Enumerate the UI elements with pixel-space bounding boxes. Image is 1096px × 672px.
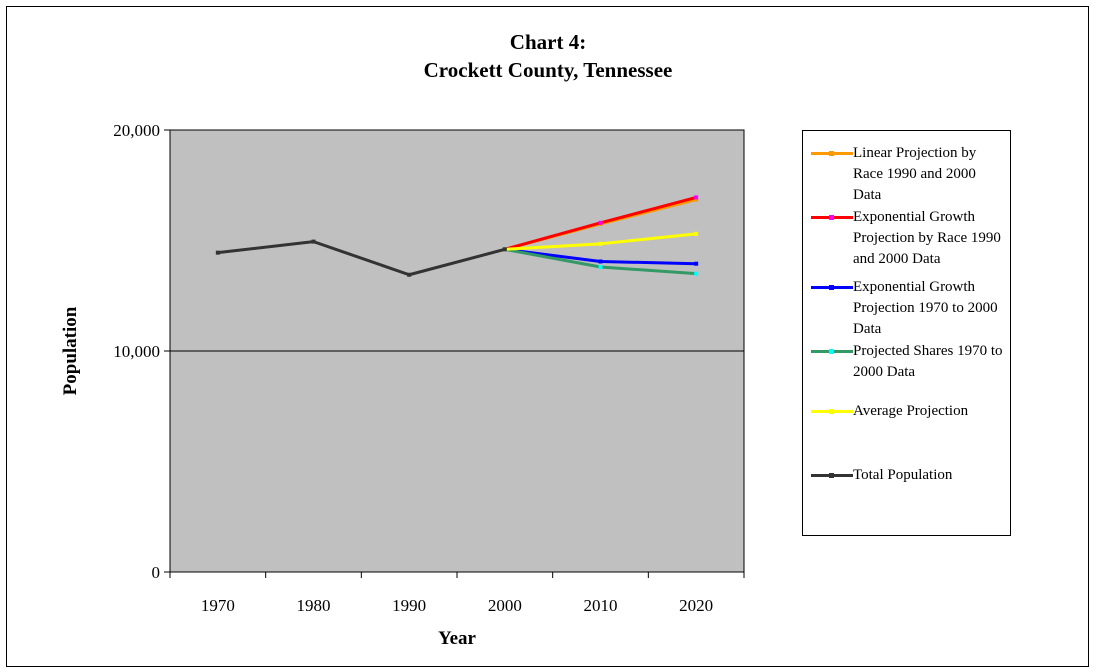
- legend-marker: [829, 151, 834, 156]
- legend-marker: [829, 349, 834, 354]
- y-tick-label: 10,000: [113, 342, 160, 361]
- data-point: [694, 271, 699, 276]
- legend-marker: [829, 473, 834, 478]
- x-tick-label: 1990: [392, 596, 426, 615]
- data-point: [694, 195, 699, 200]
- y-axis-title: Population: [60, 306, 81, 395]
- legend-label: Exponential Growth Projection 1970 to 20…: [853, 279, 998, 337]
- data-point: [502, 247, 507, 252]
- x-tick-label: 1970: [201, 596, 235, 615]
- legend-marker: [829, 285, 834, 290]
- x-tick-label: 2020: [679, 596, 713, 615]
- x-axis-title: Year: [438, 628, 477, 649]
- data-point: [694, 261, 699, 266]
- legend-label: Total Population: [853, 467, 953, 483]
- data-point: [598, 220, 603, 225]
- series-line: [217, 240, 506, 277]
- legend-label: Linear Projection by Race 1990 and 2000 …: [853, 145, 977, 203]
- data-point: [598, 259, 603, 264]
- legend-marker: [829, 409, 834, 414]
- data-point: [598, 241, 603, 246]
- legend-label: Projected Shares 1970 to 2000 Data: [853, 343, 1003, 380]
- series-5: [215, 239, 507, 277]
- data-point: [694, 197, 699, 202]
- legend-swatch: [811, 473, 853, 478]
- legend-swatch: [811, 349, 853, 354]
- chart-title: Chart 4:: [509, 30, 587, 54]
- data-point: [311, 239, 316, 244]
- data-point: [215, 250, 220, 255]
- chart-subtitle: Crockett County, Tennessee: [423, 58, 673, 82]
- data-point: [407, 272, 412, 277]
- y-tick-label: 0: [152, 563, 161, 582]
- x-tick-label: 2010: [584, 596, 618, 615]
- legend-label: Exponential Growth Projection by Race 19…: [853, 209, 1001, 267]
- legend-swatch: [811, 151, 853, 156]
- legend-swatch: [811, 409, 853, 414]
- legend-marker: [829, 215, 834, 220]
- legend-swatch: [811, 215, 853, 220]
- legend-label: Average Projection: [853, 403, 969, 419]
- data-point: [598, 265, 603, 270]
- legend-swatch: [811, 285, 853, 290]
- legend: Linear Projection by Race 1990 and 2000 …: [802, 130, 1011, 536]
- x-tick-label: 2000: [488, 596, 522, 615]
- x-tick-label: 1980: [297, 596, 331, 615]
- y-tick-label: 20,000: [113, 121, 160, 140]
- data-point: [694, 231, 699, 236]
